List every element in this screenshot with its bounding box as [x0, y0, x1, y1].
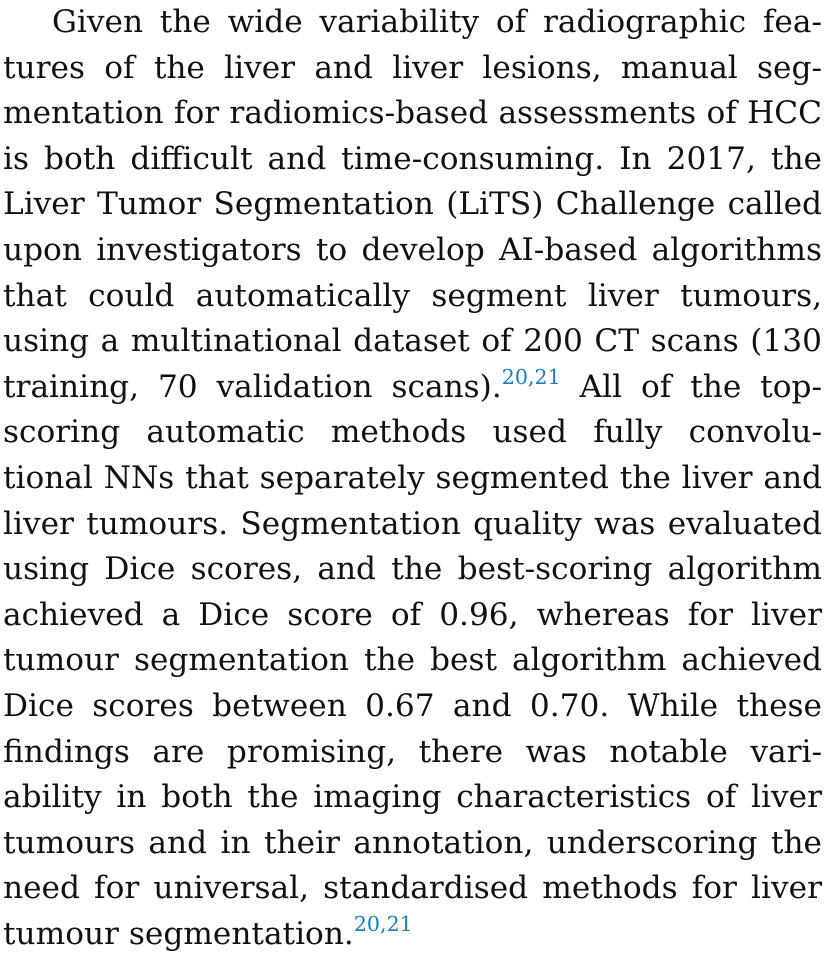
citation-link-20[interactable]: 20: [501, 364, 528, 389]
text-line: is both difficult and time-consuming. In…: [3, 140, 822, 177]
citation-separator: ,: [380, 912, 387, 937]
text-line: liver tumours. Segmentation quality was …: [3, 505, 822, 542]
text-line: findings are promising, there was notabl…: [3, 733, 822, 770]
body-paragraph: Given the wide variability of radiograph…: [3, 0, 822, 957]
text-line: tumours and in their annotation, undersc…: [3, 824, 822, 861]
text-line: Liver Tumor Segmentation (LiTS) Challeng…: [3, 186, 822, 223]
text-line: tumour segmentation the best algorithm a…: [3, 642, 822, 679]
text-line: need for universal, standardised methods…: [3, 870, 822, 907]
text-line: tional NNs that separately segmented the…: [3, 459, 822, 496]
citation-superscript[interactable]: 20,21: [354, 912, 413, 936]
text-line: using a multinational dataset of 200 CT …: [3, 323, 822, 360]
text-line: using Dice scores, and the best-scoring …: [3, 551, 822, 588]
text-line: ability in both the imaging characterist…: [3, 779, 822, 816]
text-line: tures of the liver and liver lesions, ma…: [3, 49, 822, 86]
text-line: that could automatically segment liver t…: [3, 277, 822, 314]
citation-link-20[interactable]: 20: [353, 912, 381, 937]
citation-separator: ,: [527, 364, 535, 389]
text-line: training, 70 validation scans).20,21 All…: [3, 364, 822, 405]
text-line: Dice scores between 0.67 and 0.70. While…: [3, 687, 822, 724]
citation-link-21[interactable]: 21: [534, 364, 561, 389]
citation-superscript[interactable]: 20,21: [502, 365, 561, 389]
text-line: upon investigators to develop AI-based a…: [3, 231, 822, 268]
text-line: Given the wide variability of radiograph…: [52, 4, 822, 40]
text-line: tumour segmentation.20,21: [3, 912, 413, 952]
text-line: mentation for radiomics-based assessment…: [3, 95, 822, 132]
citation-link-21[interactable]: 21: [386, 912, 413, 937]
text-line: scoring automatic methods used fully con…: [3, 414, 822, 451]
text-line: achieved a Dice score of 0.96, whereas f…: [3, 596, 822, 633]
